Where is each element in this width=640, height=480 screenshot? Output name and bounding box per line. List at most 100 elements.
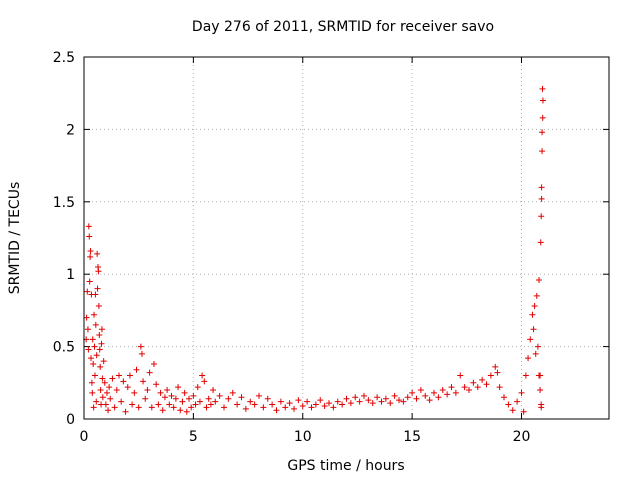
data-point (87, 253, 94, 260)
data-point (111, 404, 118, 411)
data-point (85, 346, 92, 353)
data-point (137, 343, 144, 350)
data-point (205, 395, 212, 402)
y-tick-label: 1 (66, 267, 75, 283)
data-point (470, 379, 477, 386)
data-point (533, 292, 540, 299)
data-point (85, 223, 92, 230)
data-point (247, 398, 254, 405)
data-point (347, 400, 354, 407)
plot-frame (83, 56, 610, 420)
data-point (317, 397, 324, 404)
data-point (531, 303, 538, 310)
data-point (120, 378, 127, 385)
data-point (188, 404, 195, 411)
data-point (86, 278, 93, 285)
y-tick-label: 2.5 (53, 50, 75, 66)
data-point (192, 401, 199, 408)
data-point (431, 389, 437, 396)
data-point (356, 398, 363, 405)
data-point (417, 387, 424, 394)
data-point (295, 397, 302, 404)
data-point (537, 372, 544, 379)
data-point (369, 400, 376, 407)
data-point (539, 85, 546, 92)
data-point (242, 405, 249, 412)
data-point (514, 398, 521, 405)
data-point (94, 250, 101, 257)
y-axis-label: SRMTID / TECUs (7, 182, 23, 295)
data-point (457, 372, 464, 379)
data-point (238, 394, 245, 401)
data-point (190, 392, 197, 399)
data-point (93, 398, 100, 405)
data-point (291, 405, 297, 412)
data-point (334, 398, 341, 405)
data-point (175, 384, 182, 391)
data-point (487, 372, 494, 379)
data-point (151, 360, 157, 367)
data-point (212, 398, 219, 405)
data-point (538, 213, 545, 220)
data-point (101, 379, 108, 386)
data-point (164, 387, 171, 394)
data-point (166, 401, 173, 408)
data-point (116, 372, 122, 379)
data-point (207, 401, 214, 408)
data-point (538, 184, 545, 191)
data-point (321, 402, 328, 409)
data-point (129, 401, 136, 408)
data-point (229, 389, 236, 396)
data-point (382, 395, 389, 402)
data-point (90, 360, 97, 367)
data-point (168, 392, 175, 399)
data-point (404, 394, 411, 401)
data-point (98, 340, 105, 347)
data-point (138, 350, 145, 357)
data-point (170, 404, 177, 411)
data-point (225, 395, 232, 402)
data-point (537, 239, 544, 246)
chart-title: Day 276 of 2011, SRMTID for receiver sav… (192, 19, 494, 35)
data-point (251, 401, 258, 408)
data-point (210, 387, 217, 394)
data-point (530, 326, 537, 333)
data-point (89, 389, 96, 396)
data-point (159, 407, 166, 414)
data-point (84, 288, 91, 295)
data-point (102, 401, 109, 408)
data-point (155, 401, 162, 408)
data-point (409, 389, 416, 396)
data-point (118, 398, 125, 405)
data-point (221, 404, 227, 411)
data-point (277, 398, 284, 405)
data-point (501, 394, 507, 401)
data-point (539, 114, 546, 121)
data-point (103, 389, 110, 396)
data-point (273, 407, 280, 414)
data-point (146, 369, 153, 376)
data-point (86, 233, 93, 240)
data-point (509, 407, 516, 414)
data-point (365, 397, 372, 404)
data-point (90, 404, 97, 411)
data-point (483, 381, 490, 388)
data-point (122, 408, 129, 415)
data-point (105, 407, 112, 414)
y-tick-label: 0.5 (53, 340, 75, 356)
data-point (413, 395, 420, 402)
data-point (396, 397, 402, 404)
data-point (181, 389, 188, 396)
data-point (94, 285, 101, 292)
data-point (161, 394, 168, 401)
data-point (99, 375, 106, 382)
data-point (525, 355, 532, 362)
data-point (100, 358, 107, 365)
data-point (505, 401, 512, 408)
data-point (144, 387, 151, 394)
data-point (186, 395, 192, 402)
data-point (196, 398, 203, 405)
data-point (203, 404, 210, 411)
data-point (88, 379, 95, 386)
data-point (308, 404, 315, 411)
